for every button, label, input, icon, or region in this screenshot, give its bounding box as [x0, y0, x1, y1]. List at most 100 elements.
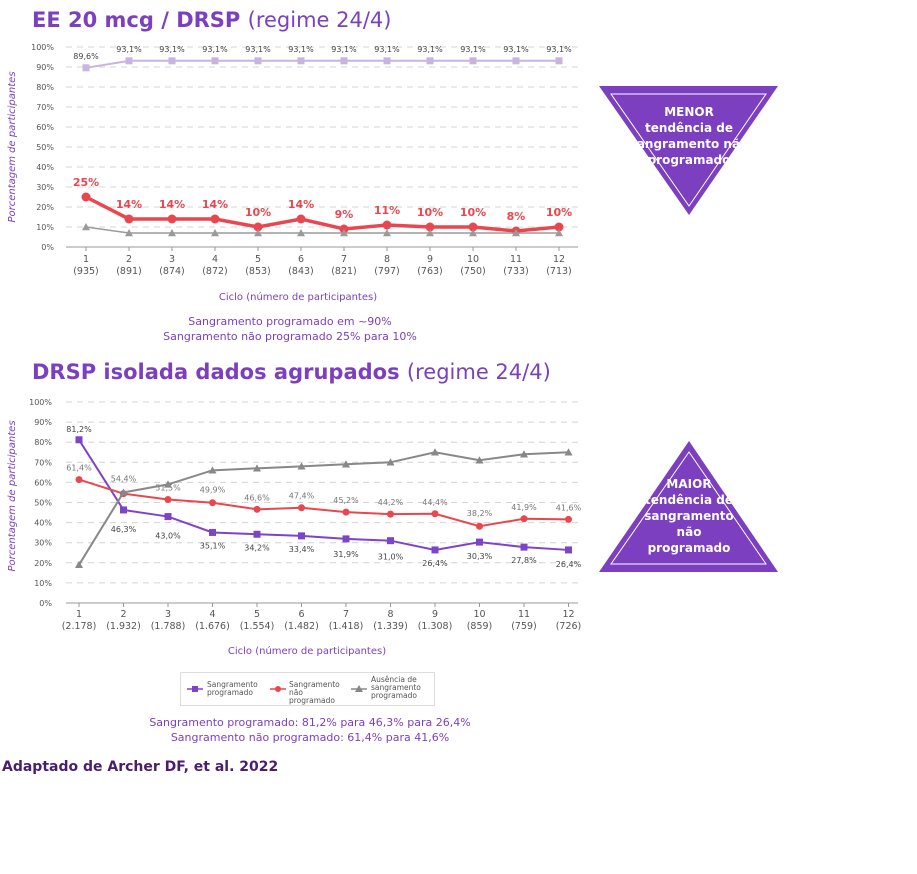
absence-series-point [340, 229, 348, 237]
chart1-note-2: Sangramento não programado 25% para 10% [163, 330, 417, 343]
y-tick-label: 0% [41, 243, 54, 252]
unscheduled-series-point [164, 495, 172, 503]
y-tick-label: 50% [34, 499, 52, 508]
unscheduled-series-data-label: 10% [417, 206, 443, 219]
x-tick-label: 8 [384, 254, 390, 265]
unscheduled-series-data-label: 14% [159, 198, 185, 211]
unscheduled-series-point [387, 510, 394, 518]
callout-bottom-line4: não [677, 525, 702, 539]
callout-down-triangle: MENOR tendência de sangramento não progr… [599, 86, 778, 215]
unscheduled-series-data-label: 8% [507, 210, 526, 223]
y-tick-label: 90% [36, 63, 54, 72]
absence-series-point [119, 488, 128, 496]
x-tick-label: 9 [427, 254, 433, 265]
chart1-note-1: Sangramento programado em ~90% [188, 315, 392, 328]
scheduled-series-point [209, 528, 216, 536]
unscheduled-series-data-label: 14% [116, 198, 142, 211]
legend-label-scheduled: Sangramento programado [207, 680, 258, 697]
unscheduled-series-point [81, 192, 91, 202]
absence-series-point [475, 456, 484, 464]
scheduled-series-data-label: 31,0% [378, 553, 404, 562]
scheduled-series-data-label: 27,8% [511, 556, 537, 565]
y-tick-label: 100% [31, 43, 54, 52]
callout-top-line1: MENOR [664, 105, 714, 119]
x-tick-label: 5 [255, 254, 261, 265]
unscheduled-series-data-label: 49,9% [200, 486, 226, 495]
y-tick-label: 20% [36, 203, 54, 212]
legend-marker-scheduled [192, 686, 198, 692]
x-tick-count: (821) [331, 266, 357, 277]
unscheduled-series-point [382, 220, 392, 230]
scheduled-series-line [85, 59, 559, 69]
scheduled-series-data-label: 93,1% [460, 45, 486, 54]
scheduled-series-data-label: 46,3% [111, 525, 137, 534]
unscheduled-series-data-label: 45,2% [333, 496, 359, 505]
scheduled-series-data-label: 93,1% [245, 45, 271, 54]
scheduled-series-line [78, 439, 569, 551]
unscheduled-series-point [296, 214, 306, 224]
x-tick-count: (1.482) [284, 621, 319, 632]
x-tick-count: (1.932) [106, 621, 141, 632]
x-tick-label: 7 [341, 254, 347, 265]
scheduled-series-data-label: 33,4% [289, 545, 315, 554]
scheduled-series-point [476, 538, 483, 546]
unscheduled-series-point [124, 214, 134, 224]
absence-series-point [254, 229, 262, 237]
absence-series-point [82, 223, 90, 231]
x-tick-count: (1.788) [151, 621, 186, 632]
scheduled-series-point [297, 57, 305, 65]
absence-series-point [297, 229, 305, 237]
unscheduled-series-data-label: 10% [245, 206, 271, 219]
x-tick-count: (935) [73, 266, 99, 277]
absence-series-point [211, 229, 219, 237]
x-tick-count: (853) [245, 266, 271, 277]
unscheduled-series-point [75, 476, 83, 484]
absence-series-point [512, 229, 520, 237]
x-axis-label: Ciclo (número de participantes) [228, 645, 386, 657]
unscheduled-series-data-label: 46,6% [244, 493, 270, 502]
absence-series-point [469, 229, 477, 237]
y-tick-label: 0% [39, 599, 52, 608]
absence-series-line [85, 226, 559, 234]
chart2-title: DRSP isolada dados agrupados (regime 24/… [32, 360, 551, 384]
scheduled-series-point [555, 57, 563, 65]
scheduled-series-point [168, 57, 176, 65]
unscheduled-series-point [253, 222, 263, 232]
absence-series-point [426, 229, 434, 237]
callout-bottom-line3: sangramento [644, 509, 734, 523]
y-axis-label: Porcentagem de participantes [7, 420, 18, 571]
scheduled-series-point [75, 436, 83, 444]
absence-series-point [253, 464, 261, 472]
unscheduled-series-point [209, 499, 216, 507]
absence-series-point [520, 450, 528, 458]
unscheduled-series-point [425, 222, 435, 232]
absence-series-line [78, 451, 569, 566]
x-tick-count: (1.308) [418, 621, 453, 632]
source-citation: Adaptado de Archer DF, et al. 2022 [2, 759, 279, 775]
y-tick-label: 10% [34, 579, 52, 588]
scheduled-series-data-label: 93,1% [159, 45, 185, 54]
unscheduled-series-line [78, 478, 569, 528]
x-tick-label: 10 [473, 609, 485, 620]
scheduled-series-point [253, 530, 261, 538]
scheduled-series-point [340, 57, 348, 65]
x-tick-label: 3 [165, 609, 171, 620]
unscheduled-series-line [85, 195, 560, 233]
x-tick-label: 10 [467, 254, 479, 265]
y-tick-label: 90% [34, 418, 52, 427]
scheduled-series-data-label: 31,9% [333, 550, 359, 559]
scheduled-series-point [125, 57, 133, 65]
absence-series-point [342, 460, 350, 468]
scheduled-series-point [164, 513, 172, 521]
legend-markers [187, 685, 367, 692]
scheduled-series-data-label: 93,1% [417, 45, 443, 54]
unscheduled-series-data-label: 10% [460, 206, 486, 219]
absence-series-point [431, 448, 439, 456]
scheduled-series-point [211, 57, 219, 65]
unscheduled-series-data-label: 11% [374, 204, 400, 217]
x-tick-label: 2 [120, 609, 126, 620]
unscheduled-series-point [253, 505, 261, 513]
x-tick-count: (1.339) [373, 621, 408, 632]
scheduled-series-point [383, 57, 391, 65]
